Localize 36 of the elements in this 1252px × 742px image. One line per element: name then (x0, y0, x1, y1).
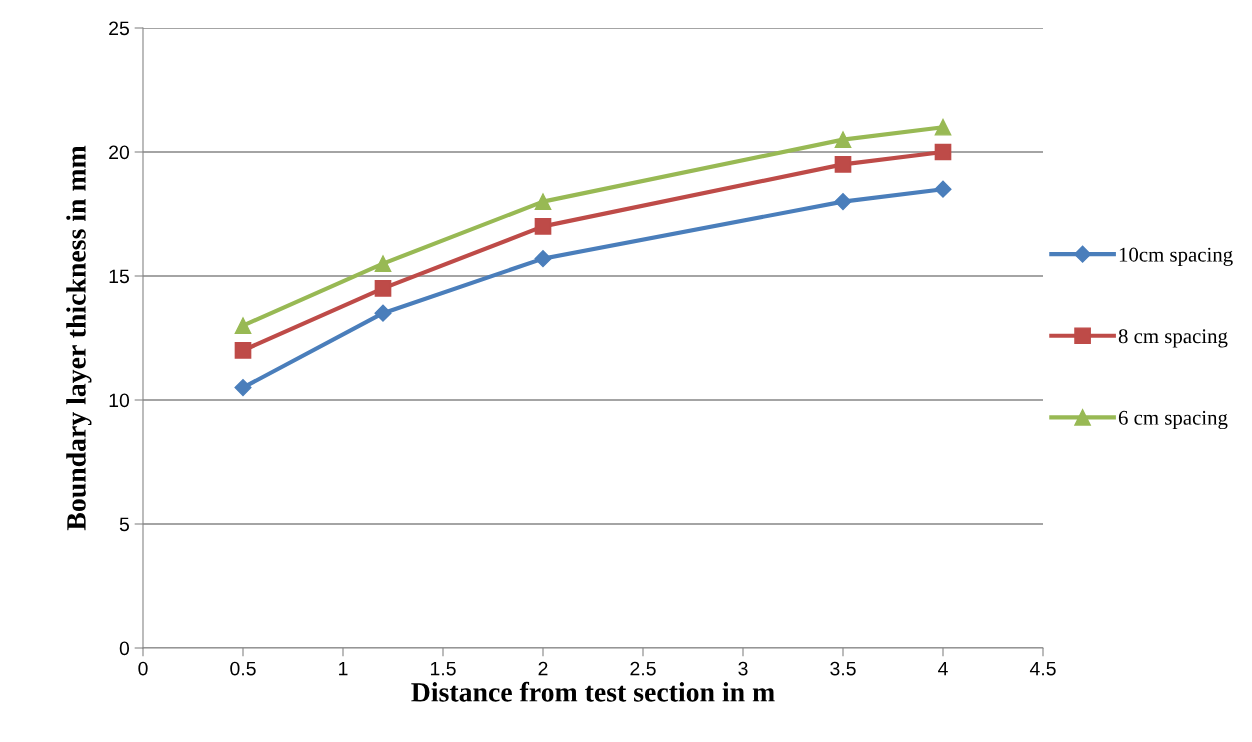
x-tick-label: 3 (738, 661, 748, 676)
point (834, 156, 852, 173)
x-tick-label: 2 (538, 661, 548, 676)
y-tick-label: 25 (109, 21, 129, 36)
x-tick-label: 4.5 (1029, 661, 1056, 676)
point (934, 118, 952, 136)
y-tick-label: 15 (109, 269, 129, 284)
point (234, 342, 252, 359)
point (374, 304, 392, 322)
x-tick-label: 0.5 (230, 661, 256, 676)
y-tick-label: 20 (109, 145, 130, 160)
point (234, 379, 252, 397)
x-tick-label: 4 (938, 661, 948, 676)
point (534, 250, 552, 268)
x-tick-label: 0 (138, 661, 148, 676)
legend-label: 10cm spacing (1119, 247, 1233, 266)
y-axis-title: Boundary layer thickness in mm (66, 145, 92, 531)
point (534, 193, 552, 210)
x-tick-label: 1.5 (430, 661, 456, 676)
legend-label: 8 cm spacing (1118, 329, 1228, 348)
x-tick-label: 2.5 (630, 661, 656, 676)
x-tick-label: 1 (339, 661, 348, 676)
point (934, 180, 952, 198)
y-tick-label: 5 (119, 517, 129, 532)
point (374, 255, 392, 272)
point (834, 131, 852, 148)
y-tick-label: 0 (119, 641, 130, 656)
point (534, 218, 552, 235)
y-tick-label: 10 (109, 393, 130, 408)
legend-label: 6 cm spacing (1118, 410, 1228, 430)
x-tick-label: 3.5 (830, 661, 856, 676)
point (834, 193, 852, 211)
point (374, 280, 392, 297)
point (234, 317, 252, 334)
point (934, 143, 952, 161)
x-axis-title: Distance from test section in m (411, 681, 775, 702)
